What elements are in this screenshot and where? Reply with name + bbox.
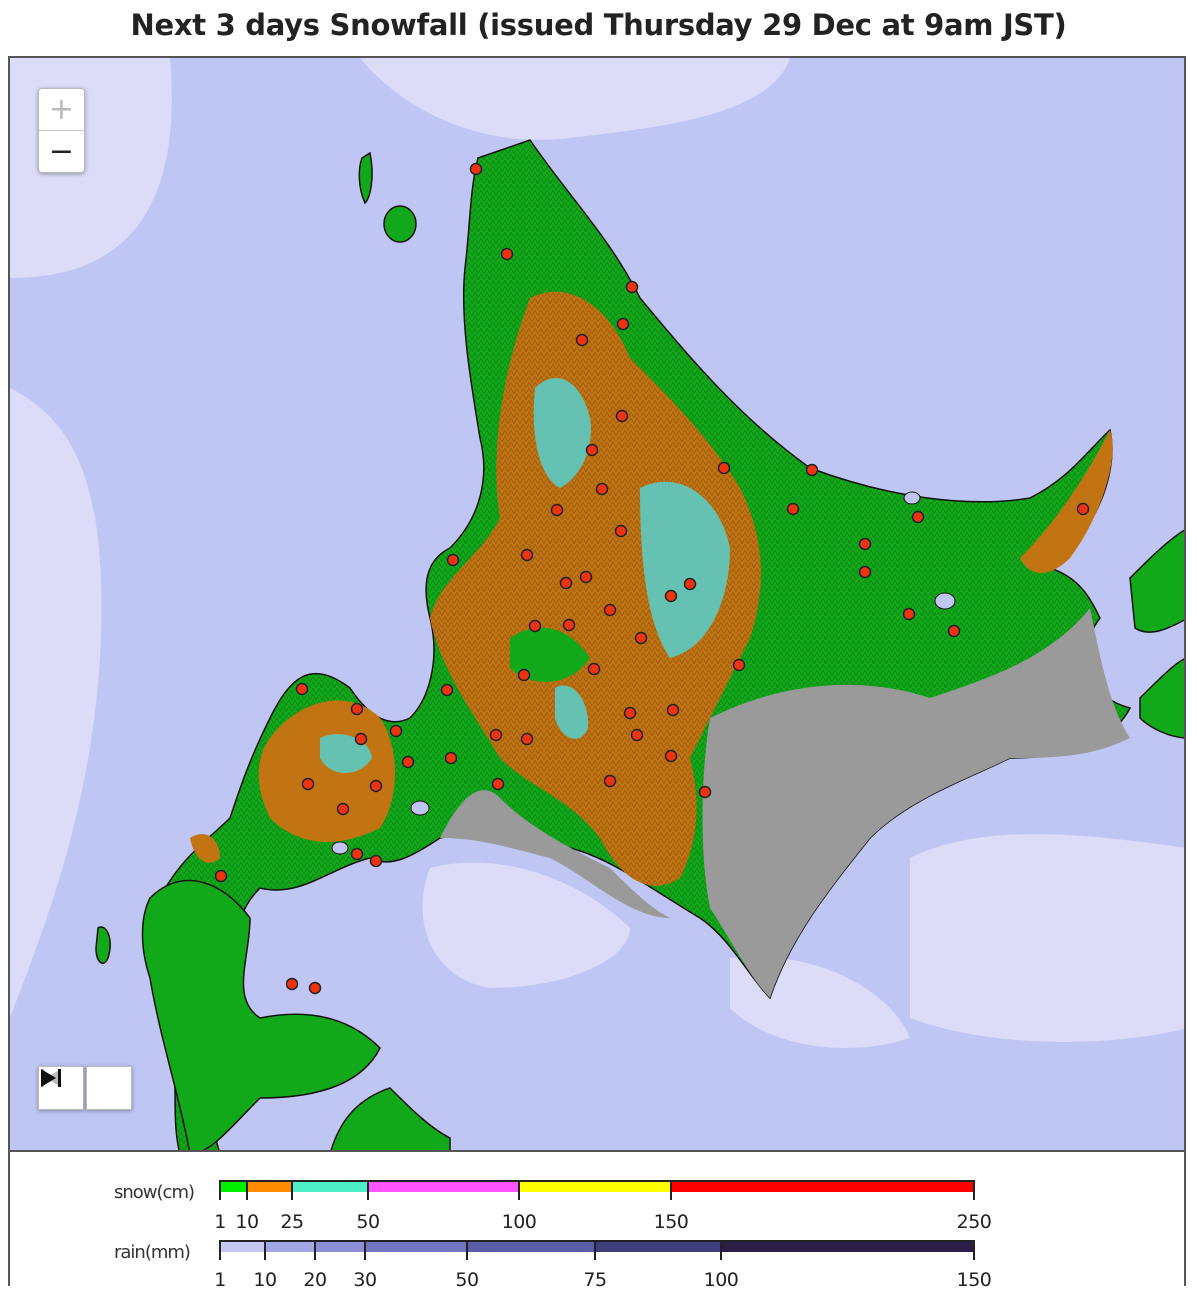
- snow-scale-segment: [368, 1180, 519, 1192]
- snow-scale-tick-label: 50: [356, 1211, 380, 1233]
- snow-scale-tick-label: 10: [235, 1211, 259, 1233]
- light-precip-area: [422, 862, 630, 988]
- snow-scale-tick: [670, 1180, 672, 1200]
- no-snow-area: [440, 790, 670, 918]
- snow-1-10cm-area: [510, 627, 590, 682]
- rain-legend-label: rain(mm): [114, 1242, 191, 1263]
- snow-scale-tick-label: 25: [280, 1211, 304, 1233]
- rain-scale-border: [220, 1240, 974, 1252]
- station-markers: [214, 162, 1090, 995]
- rain-scale-tick-label: 100: [703, 1269, 739, 1291]
- rain-scale-segment: [220, 1240, 265, 1252]
- snow-scale-tick: [518, 1180, 520, 1200]
- snow-scale-tick: [246, 1180, 248, 1200]
- rain-scale-segment: [365, 1240, 467, 1252]
- rain-scale-segment: [467, 1240, 595, 1252]
- rain-scale-tick-label: 20: [303, 1269, 327, 1291]
- snow-scale-tick: [973, 1180, 975, 1200]
- rain-scale-tick-label: 50: [455, 1269, 479, 1291]
- rain-scale-segment: [265, 1240, 315, 1252]
- rain-scale-segment: [595, 1240, 721, 1252]
- snow-10-25cm-area: [190, 291, 761, 886]
- rain-scale-tick: [314, 1240, 316, 1260]
- light-precip-area: [910, 834, 1184, 1042]
- snow-scale-tick-label: 1: [214, 1211, 226, 1233]
- map-canvas: [10, 58, 1184, 1150]
- rain-scale-tick: [364, 1240, 366, 1260]
- rain-scale-tick: [594, 1240, 596, 1260]
- snow-scale-tick-label: 100: [501, 1211, 537, 1233]
- skip-to-end-icon: [41, 1069, 61, 1087]
- snow-scale-segment: [519, 1180, 671, 1192]
- legend-panel: snow(cm) rain(mm) 1 10 25 50 100 150 250 1 10 20…: [8, 1152, 1186, 1291]
- rain-scale-segment: [315, 1240, 365, 1252]
- snow-scale-tick: [367, 1180, 369, 1200]
- lake: [410, 800, 430, 816]
- snow-scale-tick: [219, 1180, 221, 1200]
- rain-scale-tick-label: 75: [583, 1269, 607, 1291]
- rain-scale-segment: [721, 1240, 974, 1252]
- rain-scale-tick: [466, 1240, 468, 1260]
- snow-scale-tick-label: 150: [653, 1211, 689, 1233]
- light-precip-area: [360, 58, 790, 140]
- snow-scale-tick: [291, 1180, 293, 1200]
- light-precip-area: [10, 388, 102, 1018]
- snow-scale-segment: [220, 1180, 247, 1192]
- snow-scale-segment: [247, 1180, 292, 1192]
- rain-scale-tick: [973, 1240, 975, 1260]
- rain-scale-tick: [264, 1240, 266, 1260]
- no-snow-area: [702, 608, 1130, 998]
- zoom-in-button[interactable]: +: [48, 92, 75, 127]
- lake: [331, 841, 349, 855]
- zoom-out-button[interactable]: −: [48, 134, 75, 169]
- rain-scale-tick-label: 150: [956, 1269, 992, 1291]
- rain-scale-tick-label: 10: [253, 1269, 277, 1291]
- zoom-divider: [39, 130, 84, 131]
- snow-legend-label: snow(cm): [114, 1182, 195, 1203]
- last-frame-button[interactable]: [41, 1066, 132, 1110]
- rain-scale-tick: [219, 1240, 221, 1260]
- map-title: Next 3 days Snowfall (issued Thursday 29…: [130, 8, 1067, 42]
- zoom-control: + −: [38, 88, 85, 173]
- rain-scale-tick-label: 1: [214, 1269, 226, 1291]
- snow-scale-tick-label: 250: [956, 1211, 992, 1233]
- snow-scale-segment: [292, 1180, 368, 1192]
- rain-scale-tick-label: 30: [353, 1269, 377, 1291]
- snow-scale-border: [220, 1180, 974, 1192]
- animation-player: [38, 1066, 132, 1110]
- snow-scale-segment: [671, 1180, 974, 1192]
- rain-scale-tick: [720, 1240, 722, 1260]
- snowfall-map[interactable]: + −: [8, 56, 1186, 1152]
- lake: [934, 592, 956, 610]
- lake: [903, 491, 921, 505]
